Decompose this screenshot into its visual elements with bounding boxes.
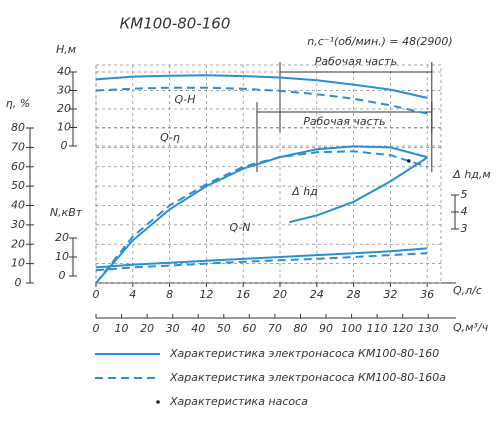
y-tick-label: 30 xyxy=(11,218,25,231)
y-tick-label: 20 xyxy=(11,237,25,250)
y-tick-label: 10 xyxy=(55,250,69,263)
y-axis-title: N,кВт xyxy=(50,206,83,219)
x-tick-label: 24 xyxy=(310,288,324,301)
y-tick-label: 30 xyxy=(57,84,71,97)
x2-tick-label: 130 xyxy=(418,322,439,335)
x-tick-label: 8 xyxy=(166,288,173,301)
x-tick-label: 36 xyxy=(420,288,434,301)
y-tick-label: 40 xyxy=(57,65,71,78)
curve-dashed xyxy=(95,252,428,272)
y-tick-label: 4 xyxy=(461,205,468,218)
x-tick-label: 4 xyxy=(129,288,136,301)
curve-dashed xyxy=(95,150,428,284)
y-tick-label: 40 xyxy=(11,199,25,212)
legend-swatch xyxy=(156,400,160,404)
curve-label: Q-N xyxy=(229,221,250,234)
y-tick-label: 80 xyxy=(11,121,25,134)
work-zone-label: Рабочая часть xyxy=(303,115,385,128)
curve-solid xyxy=(288,156,428,224)
curve-label: Q-η xyxy=(160,131,180,144)
curve-solid xyxy=(95,74,428,99)
x2-tick-label: 90 xyxy=(319,322,333,335)
x-tick-label: 28 xyxy=(347,288,361,301)
x2-tick-label: 100 xyxy=(341,322,362,335)
y-tick-label: 60 xyxy=(11,160,25,173)
y-tick-label: 10 xyxy=(57,121,71,134)
x2-tick-label: 30 xyxy=(166,322,180,335)
x-tick-label: 16 xyxy=(236,288,250,301)
y-tick-label: 0 xyxy=(15,276,22,289)
y-tick-label: 70 xyxy=(11,140,25,153)
x2-axis-title: Q,м³/ч xyxy=(453,321,489,334)
x2-tick-label: 10 xyxy=(115,322,129,335)
x-axis-title: Q,л/с xyxy=(453,284,482,297)
speed-note: n,с⁻¹(об/мин.) = 48(2900) xyxy=(307,35,452,48)
x2-tick-label: 50 xyxy=(217,322,231,335)
y-tick-label: 0 xyxy=(61,139,68,152)
curve-dashed xyxy=(95,86,428,115)
x2-tick-label: 80 xyxy=(293,322,307,335)
chart-title: КМ100-80-160 xyxy=(120,15,231,33)
y-tick-label: 5 xyxy=(461,188,468,201)
y-tick-label: 20 xyxy=(57,102,71,115)
x-tick-label: 32 xyxy=(383,288,397,301)
y-axis-title: H,м xyxy=(56,43,76,56)
x2-tick-label: 40 xyxy=(191,322,205,335)
x-tick-label: 12 xyxy=(199,288,213,301)
x2-tick-label: 0 xyxy=(93,322,100,335)
legend-label: Характеристика электронасоса КМ100-80-16… xyxy=(169,347,439,360)
legend-label: Характеристика электронасоса КМ100-80-16… xyxy=(169,371,446,384)
plot-frame xyxy=(95,64,442,284)
curve-label: Δ hд xyxy=(291,185,318,198)
y-tick-label: 3 xyxy=(461,222,468,235)
y-tick-label: 50 xyxy=(11,179,25,192)
curve-solid xyxy=(95,247,428,269)
y-tick-label: 0 xyxy=(59,269,66,282)
x2-tick-label: 70 xyxy=(268,322,282,335)
x-tick-label: 0 xyxy=(93,288,100,301)
y-axis-title: Δ hд,м xyxy=(452,168,490,181)
x-tick-label: 20 xyxy=(273,288,287,301)
x2-tick-label: 120 xyxy=(392,322,413,335)
x2-tick-label: 60 xyxy=(242,322,256,335)
y-tick-label: 10 xyxy=(11,257,25,270)
curve-label: Q-H xyxy=(174,93,195,106)
y-axis-title: η, % xyxy=(6,97,30,110)
x2-tick-label: 20 xyxy=(140,322,154,335)
pump-point xyxy=(407,159,411,163)
x2-tick-label: 110 xyxy=(367,322,388,335)
y-tick-label: 20 xyxy=(55,231,69,244)
legend-label: Характеристика насоса xyxy=(169,395,308,408)
work-zone-label: Рабочая часть xyxy=(315,55,397,68)
